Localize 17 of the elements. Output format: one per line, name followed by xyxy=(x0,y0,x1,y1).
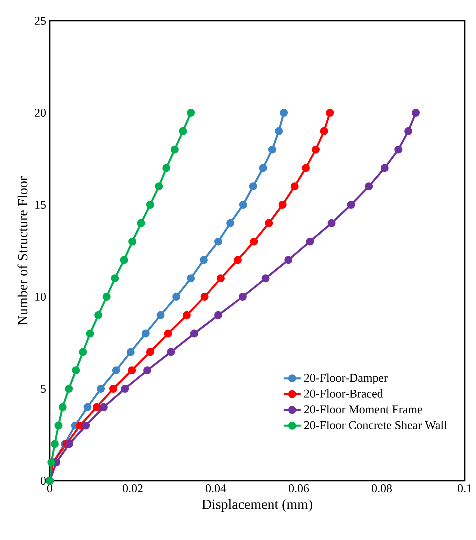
legend-label: 20-Floor Moment Frame xyxy=(304,405,422,414)
legend-label: 20-Floor-Braced xyxy=(304,389,384,398)
y-tick-label: 10 xyxy=(36,292,46,302)
legend-label: 20-Floor Concrete Shear Wall xyxy=(304,421,448,430)
x-axis-title: Displacement (mm) xyxy=(202,499,313,512)
legend-label: 20-Floor-Damper xyxy=(304,374,388,385)
y-tick-label: 20 xyxy=(35,108,46,118)
y-tick-label: 25 xyxy=(35,16,46,26)
y-axis-title: Number of Structure Floor xyxy=(18,176,28,326)
x-tick-label: 0.04 xyxy=(206,484,226,493)
x-tick-label: 0.02 xyxy=(123,484,143,493)
x-tick-label: 0.08 xyxy=(372,484,392,493)
y-tick-label: 0 xyxy=(41,476,46,486)
y-tick-label: 5 xyxy=(41,385,46,393)
y-tick-label: 15 xyxy=(36,200,46,209)
x-tick-label: 0.06 xyxy=(289,484,310,493)
x-tick-label: 0.1 xyxy=(458,484,472,493)
